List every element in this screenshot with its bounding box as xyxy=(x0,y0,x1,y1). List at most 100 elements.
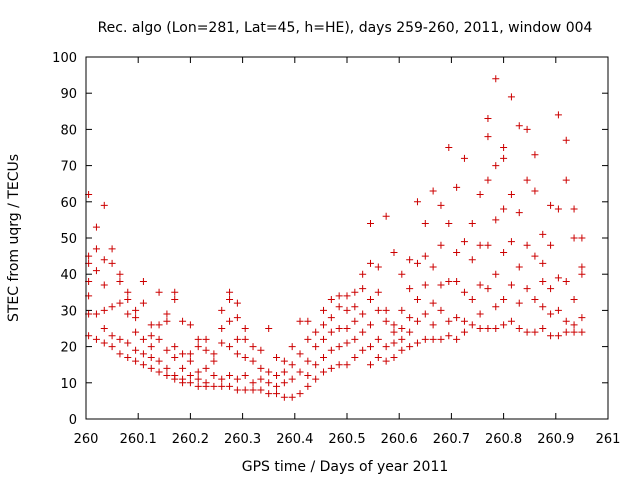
data-point xyxy=(547,201,555,209)
data-point xyxy=(359,285,367,293)
data-point xyxy=(437,241,445,249)
data-point xyxy=(460,154,468,162)
data-point xyxy=(116,277,124,285)
x-tick-label: 260 xyxy=(74,432,99,447)
data-point xyxy=(296,390,304,398)
data-point xyxy=(147,343,155,351)
data-point xyxy=(249,379,257,387)
data-point xyxy=(366,259,374,267)
data-point xyxy=(531,296,539,304)
data-point xyxy=(406,328,414,336)
data-point xyxy=(163,317,171,325)
data-point xyxy=(241,386,249,394)
data-point xyxy=(155,288,163,296)
data-point xyxy=(147,332,155,340)
y-tick-label: 60 xyxy=(60,196,77,211)
data-point xyxy=(179,317,187,325)
data-point xyxy=(515,122,523,130)
data-point xyxy=(460,288,468,296)
data-point xyxy=(226,372,234,380)
data-point xyxy=(132,306,140,314)
data-point xyxy=(570,328,578,336)
data-point xyxy=(296,317,304,325)
data-point xyxy=(226,343,234,351)
data-point xyxy=(390,321,398,329)
data-point xyxy=(539,230,547,238)
data-point xyxy=(390,248,398,256)
data-point xyxy=(374,306,382,314)
data-point xyxy=(515,263,523,271)
data-point xyxy=(327,296,335,304)
data-point xyxy=(155,357,163,365)
data-point xyxy=(92,335,100,343)
y-tick-label: 80 xyxy=(60,123,77,138)
data-point xyxy=(531,252,539,260)
data-point xyxy=(320,321,328,329)
data-point xyxy=(202,335,210,343)
data-point xyxy=(343,306,351,314)
data-point xyxy=(312,361,320,369)
data-point xyxy=(179,350,187,358)
data-point xyxy=(273,372,281,380)
data-point xyxy=(429,187,437,195)
data-point xyxy=(476,281,484,289)
data-point xyxy=(453,248,461,256)
data-point xyxy=(500,321,508,329)
data-point xyxy=(202,346,210,354)
data-point xyxy=(116,270,124,278)
data-point xyxy=(124,339,132,347)
data-point xyxy=(116,350,124,358)
data-point xyxy=(492,216,500,224)
data-point xyxy=(218,306,226,314)
data-point xyxy=(132,328,140,336)
data-point xyxy=(335,303,343,311)
data-point xyxy=(484,133,492,141)
data-point xyxy=(366,321,374,329)
data-point xyxy=(421,335,429,343)
data-point xyxy=(468,296,476,304)
data-point xyxy=(531,187,539,195)
y-tick-label: 50 xyxy=(60,232,77,247)
y-tick-label: 90 xyxy=(60,87,77,102)
data-point xyxy=(531,151,539,159)
data-point xyxy=(280,368,288,376)
data-point xyxy=(280,379,288,387)
data-point xyxy=(382,357,390,365)
data-point xyxy=(523,241,531,249)
data-point xyxy=(327,314,335,322)
data-point xyxy=(226,296,234,304)
data-point xyxy=(374,263,382,271)
y-tick-label: 10 xyxy=(60,377,77,392)
data-point xyxy=(406,314,414,322)
data-point xyxy=(163,346,171,354)
data-point xyxy=(547,310,555,318)
data-point xyxy=(539,303,547,311)
data-point xyxy=(484,325,492,332)
data-point xyxy=(554,274,562,282)
data-point xyxy=(92,245,100,253)
data-point xyxy=(273,390,281,398)
data-point xyxy=(265,379,273,387)
data-point xyxy=(155,335,163,343)
data-point xyxy=(163,364,171,372)
data-point xyxy=(554,205,562,213)
data-point xyxy=(562,176,570,184)
data-point xyxy=(116,335,124,343)
data-point xyxy=(210,372,218,380)
data-point xyxy=(398,346,406,354)
data-point xyxy=(335,361,343,369)
data-point xyxy=(343,292,351,300)
data-point xyxy=(100,339,108,347)
data-point xyxy=(163,310,171,318)
data-point xyxy=(570,296,578,304)
data-point xyxy=(398,325,406,332)
data-point xyxy=(578,314,586,322)
data-point xyxy=(139,350,147,358)
data-point xyxy=(233,350,241,358)
data-point xyxy=(570,234,578,242)
data-point xyxy=(257,346,265,354)
plot-frame xyxy=(85,56,609,420)
data-point xyxy=(320,335,328,343)
data-point xyxy=(249,343,257,351)
data-point xyxy=(139,299,147,307)
